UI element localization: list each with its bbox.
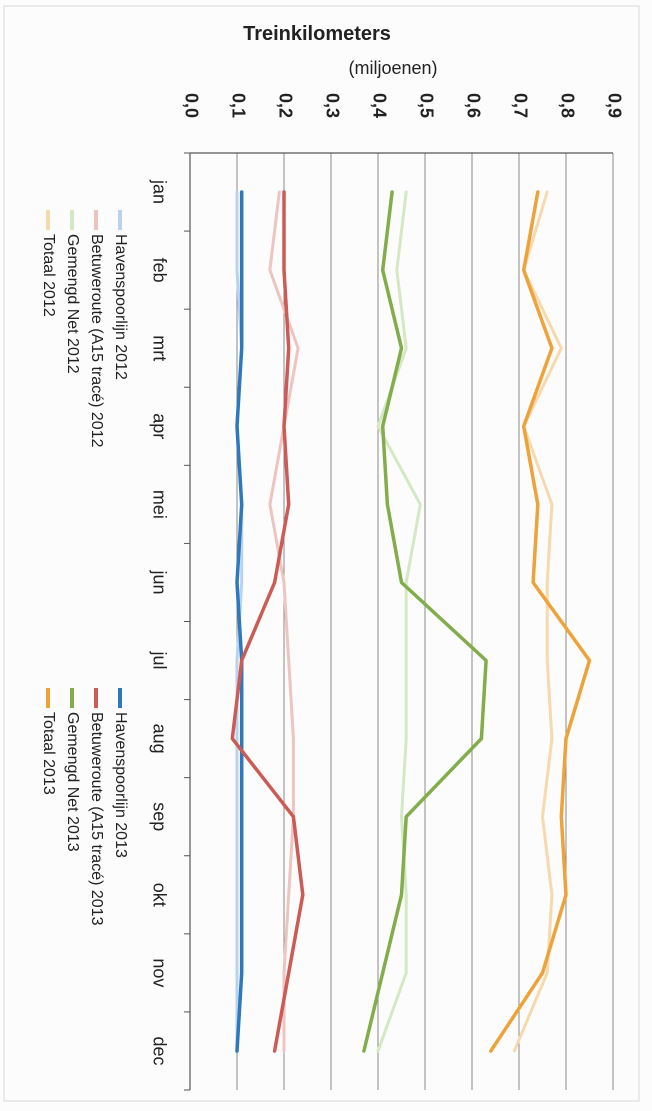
- legend-label: Betuweroute (A15 tracé) 2013: [88, 712, 105, 926]
- series-line: [235, 190, 244, 1053]
- legend-label: Betuweroute (A15 tracé) 2012: [88, 234, 105, 448]
- legend-label: Havenspoorlijn 2012: [112, 234, 129, 380]
- value-tick-label: 0,4: [369, 93, 389, 118]
- chart-border: [3, 5, 640, 1102]
- series-line: [376, 190, 422, 1053]
- value-tick-label: 0,9: [604, 93, 624, 118]
- series-line: [512, 190, 563, 1053]
- value-tick-label: 0,3: [322, 93, 342, 118]
- legend-label: Totaal 2013: [40, 712, 57, 795]
- category-label: jan: [149, 179, 169, 204]
- category-label: sep: [149, 802, 169, 831]
- category-label: mei: [149, 490, 169, 519]
- chart-subtitle: (miljoenen): [348, 58, 437, 78]
- value-tick-label: 0,2: [275, 93, 295, 118]
- series-line: [489, 190, 592, 1053]
- value-tick-label: 0,1: [228, 93, 248, 118]
- series-line: [362, 190, 488, 1053]
- chart-title: Treinkilometers: [243, 23, 391, 45]
- category-label: jul: [149, 651, 169, 670]
- legend-label: Gemengd Net 2013: [64, 712, 81, 852]
- legend-label: Gemengd Net 2012: [64, 234, 81, 374]
- legend-label: Totaal 2012: [40, 234, 57, 317]
- value-tick-label: 0,0: [181, 93, 201, 118]
- legend-label: Havenspoorlijn 2013: [112, 712, 129, 858]
- category-label: aug: [149, 724, 169, 754]
- category-label: dec: [149, 1036, 169, 1065]
- category-label: jun: [149, 569, 169, 594]
- category-label: apr: [149, 413, 169, 439]
- value-tick-label: 0,7: [510, 93, 530, 118]
- value-tick-label: 0,6: [463, 93, 483, 118]
- category-label: mrt: [149, 335, 169, 361]
- value-tick-label: 0,8: [557, 93, 577, 118]
- value-tick-label: 0,5: [416, 93, 436, 118]
- category-label: okt: [149, 883, 169, 907]
- category-label: nov: [149, 958, 169, 987]
- category-label: feb: [149, 258, 169, 283]
- series-line: [268, 190, 300, 1053]
- series-line: [230, 190, 305, 1053]
